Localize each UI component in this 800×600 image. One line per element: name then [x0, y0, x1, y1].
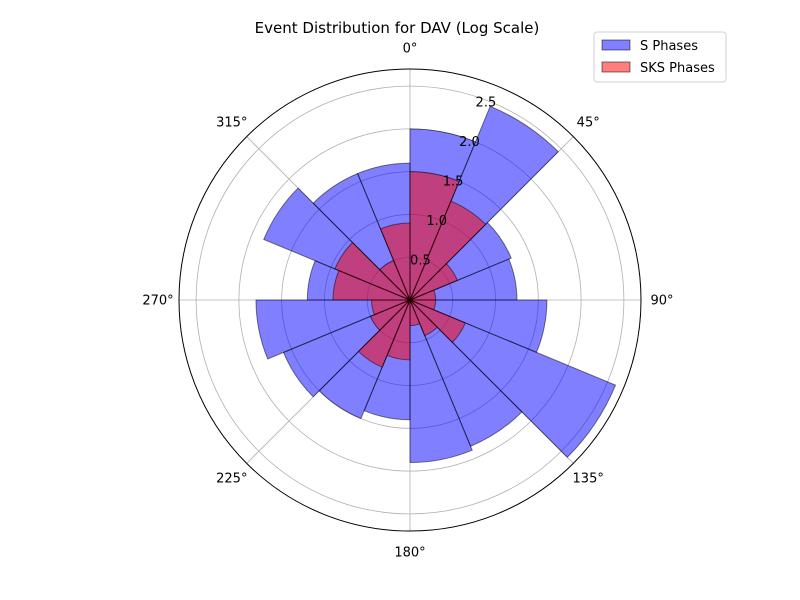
bar-sks-0 — [409, 171, 460, 301]
bar-s-5 — [409, 299, 617, 458]
chart-title: Event Distribution for DAV (Log Scale) — [255, 19, 540, 37]
theta-tick-label-4: 180° — [394, 546, 425, 561]
radial-tick-label-2: 1.5 — [443, 174, 464, 189]
legend-swatch-0 — [601, 39, 631, 51]
theta-tick-label-5: 225° — [216, 472, 247, 487]
bar-sks-13 — [334, 241, 411, 301]
radial-tick-label-1: 1.0 — [426, 214, 447, 229]
theta-tick-label-3: 135° — [573, 472, 604, 487]
bar-sks-1 — [409, 200, 487, 301]
legend-label-1: SKS Phases — [640, 61, 715, 76]
radial-tick-label-3: 2.0 — [459, 135, 480, 150]
theta-tick-label-7: 315° — [216, 115, 247, 130]
theta-tick-label-0: 0° — [403, 42, 418, 57]
theta-tick-labels: 0° 45° 90° 135° 180° 225° 270° 315° — [142, 42, 673, 561]
legend-label-0: S Phases — [640, 39, 698, 54]
bar-sks-9 — [357, 299, 411, 368]
bar-sks-2 — [409, 262, 459, 301]
bar-sks-6 — [409, 299, 438, 337]
polar-frame — [178, 68, 642, 532]
radial-tick-label-0: 0.5 — [410, 254, 431, 269]
bar-s-7 — [409, 299, 473, 464]
bar-sks-15 — [379, 222, 411, 301]
bar-s-11 — [255, 299, 411, 360]
bar-sks-10 — [369, 299, 411, 331]
legend: S Phases SKS Phases — [593, 31, 727, 83]
radial-tick-label-4: 2.5 — [476, 95, 497, 110]
bars — [255, 105, 617, 464]
radial-tick-labels: 0.5 1.0 1.5 2.0 2.5 — [410, 95, 496, 268]
theta-tick-label-1: 45° — [577, 115, 600, 130]
legend-swatch-1 — [601, 61, 631, 73]
bar-sks-5 — [409, 299, 466, 344]
theta-tick-label-2: 90° — [650, 294, 673, 309]
theta-tick-label-6: 270° — [142, 294, 173, 309]
